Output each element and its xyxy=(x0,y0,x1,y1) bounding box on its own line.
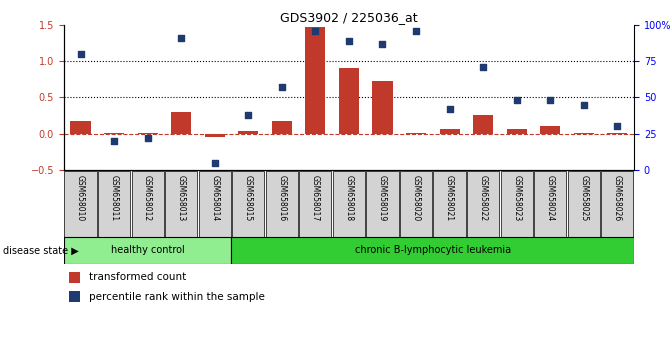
Bar xyxy=(232,171,264,236)
Bar xyxy=(64,171,97,236)
Bar xyxy=(70,291,80,302)
Point xyxy=(142,135,153,141)
Bar xyxy=(501,171,533,236)
Text: GSM658022: GSM658022 xyxy=(478,175,488,221)
Text: disease state ▶: disease state ▶ xyxy=(3,245,79,256)
Point xyxy=(310,28,321,33)
Bar xyxy=(231,237,634,264)
Bar xyxy=(601,171,633,236)
Text: GSM658026: GSM658026 xyxy=(613,175,622,222)
Text: GSM658019: GSM658019 xyxy=(378,175,387,222)
Bar xyxy=(339,68,359,133)
Bar xyxy=(199,171,231,236)
Bar xyxy=(299,171,331,236)
Bar xyxy=(372,81,393,133)
Point xyxy=(377,41,388,46)
Bar xyxy=(165,171,197,236)
Bar xyxy=(534,171,566,236)
Title: GDS3902 / 225036_at: GDS3902 / 225036_at xyxy=(280,11,418,24)
Bar xyxy=(473,115,493,133)
Point xyxy=(578,102,589,107)
Bar xyxy=(568,171,600,236)
Bar xyxy=(400,171,432,236)
Text: GSM658021: GSM658021 xyxy=(445,175,454,221)
Point xyxy=(478,64,488,70)
Point xyxy=(511,97,522,103)
Point xyxy=(344,38,354,44)
Text: healthy control: healthy control xyxy=(111,245,185,256)
Text: GSM658014: GSM658014 xyxy=(210,175,219,222)
Bar xyxy=(440,129,460,133)
Text: chronic B-lymphocytic leukemia: chronic B-lymphocytic leukemia xyxy=(355,245,511,256)
Text: GSM658024: GSM658024 xyxy=(546,175,555,222)
Text: percentile rank within the sample: percentile rank within the sample xyxy=(89,292,265,302)
Text: GSM658017: GSM658017 xyxy=(311,175,320,222)
Point xyxy=(444,106,455,112)
Point xyxy=(411,28,421,33)
Bar xyxy=(205,133,225,137)
Bar xyxy=(70,121,91,133)
Bar xyxy=(98,171,130,236)
Text: GSM658015: GSM658015 xyxy=(244,175,253,222)
Point xyxy=(209,160,220,165)
Bar xyxy=(507,129,527,133)
Text: GSM658020: GSM658020 xyxy=(411,175,421,222)
Point xyxy=(276,84,287,90)
Bar xyxy=(333,171,365,236)
Bar xyxy=(366,171,399,236)
Bar xyxy=(266,171,298,236)
Text: GSM658013: GSM658013 xyxy=(176,175,186,222)
Bar xyxy=(238,131,258,133)
Text: GSM658023: GSM658023 xyxy=(512,175,521,222)
Bar xyxy=(305,27,325,133)
Text: GSM658012: GSM658012 xyxy=(143,175,152,221)
Text: GSM658011: GSM658011 xyxy=(109,175,119,221)
Text: GSM658010: GSM658010 xyxy=(76,175,85,222)
Bar xyxy=(433,171,466,236)
Text: GSM658018: GSM658018 xyxy=(344,175,354,221)
Bar xyxy=(64,237,231,264)
Text: GSM658025: GSM658025 xyxy=(579,175,588,222)
Point xyxy=(176,35,187,41)
Point xyxy=(545,97,556,103)
Bar xyxy=(540,126,560,133)
Bar xyxy=(171,112,191,133)
Bar xyxy=(467,171,499,236)
Point xyxy=(243,112,254,118)
Text: GSM658016: GSM658016 xyxy=(277,175,287,222)
Bar xyxy=(132,171,164,236)
Point xyxy=(75,51,86,57)
Text: transformed count: transformed count xyxy=(89,272,187,282)
Point xyxy=(109,138,119,144)
Bar xyxy=(272,121,292,133)
Point xyxy=(612,124,623,129)
Bar xyxy=(70,272,80,283)
